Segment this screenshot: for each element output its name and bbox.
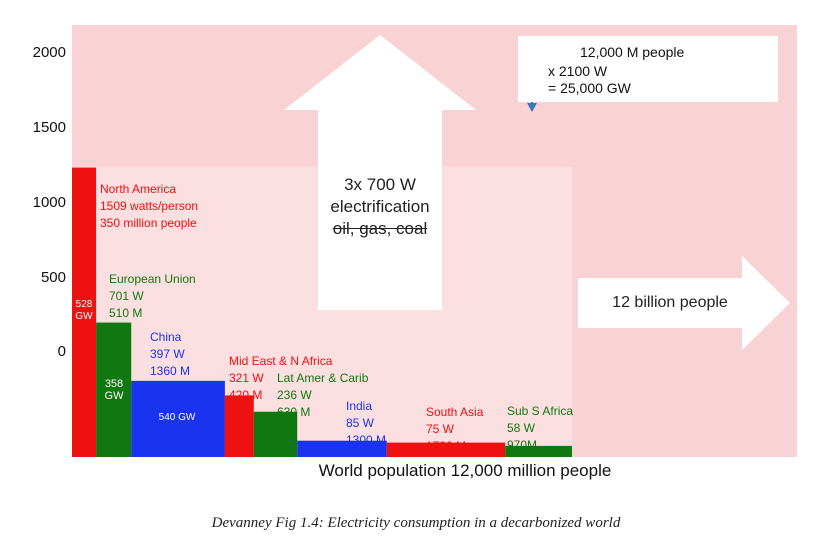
label-lat-amer-name: Lat Amer & Carib <box>277 371 369 385</box>
legend-box <box>518 36 778 102</box>
label-sub-saharan-africa-name: Sub S Africa <box>507 404 574 418</box>
legend-line-total: = 25,000 GW <box>548 80 631 96</box>
up-arrow-line-1: 3x 700 W <box>344 175 416 194</box>
bar-north-america <box>72 167 97 457</box>
y-tick-1500: 1500 <box>32 119 66 136</box>
label-sub-saharan-africa: Sub S Africa 58 W 970M <box>507 403 573 454</box>
label-india-people: 1300 M <box>346 433 387 447</box>
label-european-union-people: 510 M <box>109 306 143 320</box>
legend-vertical-arrowhead-bottom <box>527 103 537 112</box>
label-mid-east-watts: 321 W <box>229 371 264 385</box>
legend-line-people: 12,000 M people <box>580 44 685 60</box>
label-lat-amer-people: 630 M <box>277 405 311 419</box>
gw-label-china: 540 GW <box>158 412 196 423</box>
label-european-union-watts: 701 W <box>109 289 144 303</box>
label-north-america-name: North America <box>100 182 177 196</box>
label-china: China 397 W 1360 M <box>150 329 190 380</box>
right-arrow-text: 12 billion people <box>612 294 728 311</box>
label-china-watts: 397 W <box>150 347 185 361</box>
label-north-america-watts: 1509 watts/person <box>100 199 199 213</box>
bar-india <box>297 440 387 457</box>
up-arrow-line-2: electrification <box>330 197 430 216</box>
bar-china <box>131 380 225 457</box>
bar-mid-east-n-africa <box>224 395 254 457</box>
gw-label-north-america: 528 GW <box>75 299 93 322</box>
bar-sub-s-africa <box>505 445 572 457</box>
y-tick-0: 0 <box>57 343 66 360</box>
label-india-name: India <box>346 399 373 413</box>
label-mid-east: Mid East & N Africa 321 W 420 M <box>229 353 332 404</box>
label-south-asia-people: 1720 M <box>426 439 467 453</box>
figure-caption: Devanney Fig 1.4: Electricity consumptio… <box>211 515 621 531</box>
gw-label-european-union: 358 GW <box>104 378 124 402</box>
label-sub-saharan-africa-watts: 58 W <box>507 421 536 435</box>
label-sub-saharan-africa-people: 970M <box>507 438 538 452</box>
bar-lat-amer-carib <box>253 411 298 457</box>
label-south-asia-watts: 75 W <box>426 422 455 436</box>
label-south-asia-name: South Asia <box>426 405 484 419</box>
label-mid-east-people: 420 M <box>229 388 263 402</box>
bars-group <box>72 167 572 457</box>
label-lat-amer: Lat Amer & Carib 236 W 630 M <box>277 370 368 421</box>
label-mid-east-name: Mid East & N Africa <box>229 354 333 368</box>
bar-european-union <box>96 322 132 457</box>
label-china-name: China <box>150 330 182 344</box>
y-tick-1000: 1000 <box>32 194 66 211</box>
legend-line-watts: x 2100 W <box>548 63 608 79</box>
y-tick-500: 500 <box>40 269 66 286</box>
label-india-watts: 85 W <box>346 416 375 430</box>
label-south-asia: South Asia 75 W 1720 M <box>426 404 483 455</box>
up-arrow-line-3-strikethrough: oil, gas, coal <box>332 219 428 238</box>
label-european-union-name: European Union <box>109 272 196 286</box>
x-axis-label: World population 12,000 million people <box>318 461 612 480</box>
bar-south-asia <box>386 442 506 457</box>
label-north-america-people: 350 million people <box>100 216 197 230</box>
label-lat-amer-watts: 236 W <box>277 388 312 402</box>
label-china-people: 1360 M <box>150 364 191 378</box>
label-european-union: European Union 701 W 510 M <box>109 271 196 322</box>
right-arrow <box>578 256 790 350</box>
label-north-america: North America 1509 watts/person 350 mill… <box>100 181 198 232</box>
up-arrow <box>284 35 476 310</box>
y-tick-2000: 2000 <box>32 44 66 61</box>
label-india: India 85 W 1300 M <box>346 398 386 449</box>
